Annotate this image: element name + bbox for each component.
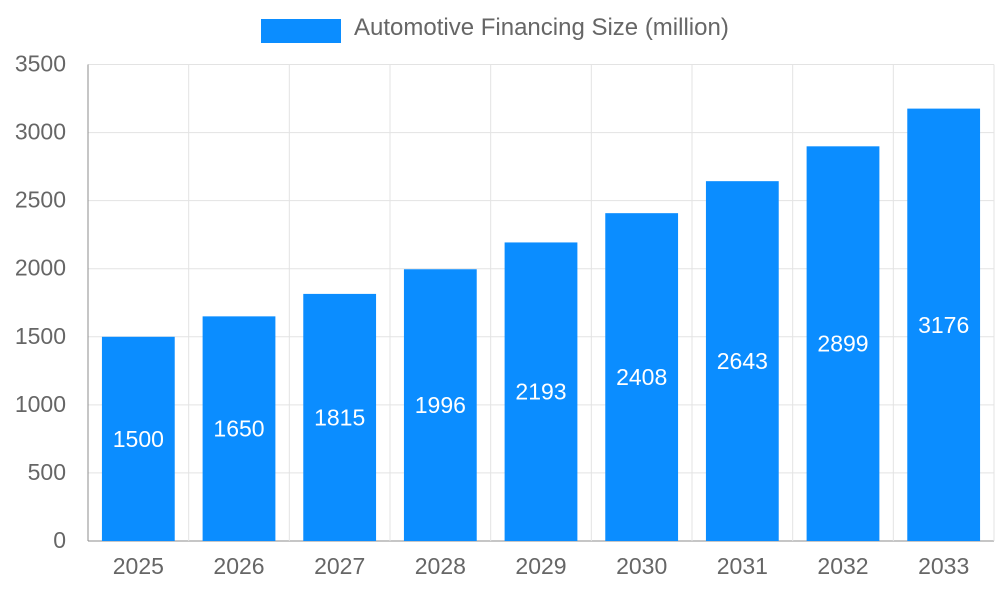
svg-text:1650: 1650 xyxy=(213,416,264,442)
svg-text:1000: 1000 xyxy=(15,391,66,417)
svg-text:2033: 2033 xyxy=(918,553,969,579)
svg-text:0: 0 xyxy=(53,527,66,553)
svg-text:2031: 2031 xyxy=(717,553,768,579)
svg-text:2500: 2500 xyxy=(15,187,66,213)
svg-text:3500: 3500 xyxy=(15,51,66,77)
svg-text:2032: 2032 xyxy=(817,553,868,579)
svg-text:1500: 1500 xyxy=(113,426,164,452)
svg-text:1500: 1500 xyxy=(15,323,66,349)
svg-text:2193: 2193 xyxy=(515,379,566,405)
svg-text:2899: 2899 xyxy=(817,331,868,357)
svg-text:500: 500 xyxy=(28,459,66,485)
svg-text:2026: 2026 xyxy=(213,553,264,579)
svg-text:1996: 1996 xyxy=(415,392,466,418)
svg-text:1815: 1815 xyxy=(314,404,365,430)
svg-text:2029: 2029 xyxy=(515,553,566,579)
svg-text:3000: 3000 xyxy=(15,119,66,145)
svg-text:2030: 2030 xyxy=(616,553,667,579)
svg-text:2408: 2408 xyxy=(616,364,667,390)
svg-text:2028: 2028 xyxy=(415,553,466,579)
svg-text:2027: 2027 xyxy=(314,553,365,579)
svg-text:2643: 2643 xyxy=(717,348,768,374)
svg-text:3176: 3176 xyxy=(918,312,969,338)
svg-text:2000: 2000 xyxy=(15,255,66,281)
svg-text:2025: 2025 xyxy=(113,553,164,579)
